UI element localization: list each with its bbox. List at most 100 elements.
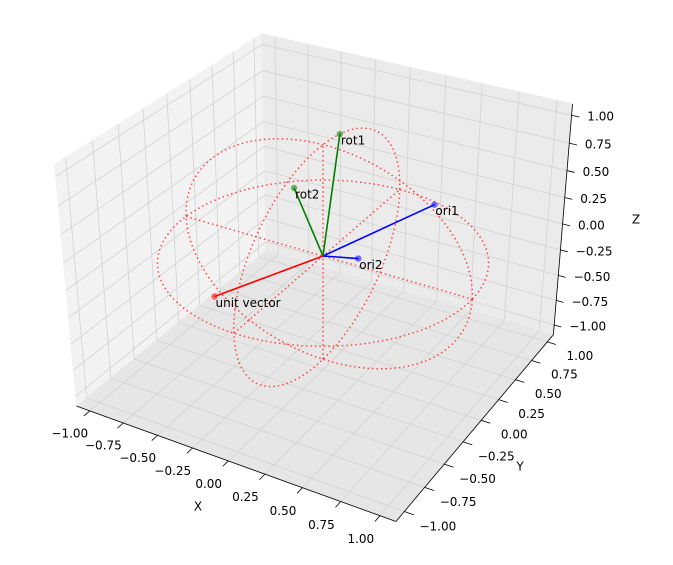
tick-mark	[556, 299, 564, 303]
z-axis-title: Z	[632, 213, 640, 227]
tick-mark	[531, 360, 541, 364]
vector-line	[322, 255, 359, 260]
tick-mark	[562, 223, 571, 227]
grid-line	[264, 75, 447, 475]
grid-line	[58, 70, 570, 207]
tick-label: −0.25	[478, 449, 515, 463]
grid-line	[63, 121, 565, 264]
tick-label: −1.00	[419, 519, 456, 533]
tick-label: −0.50	[119, 451, 156, 465]
grid-line	[232, 51, 532, 361]
grid-line	[189, 79, 499, 401]
vector-tip	[336, 130, 344, 138]
tick-mark	[566, 170, 575, 173]
grid-line	[302, 83, 483, 488]
grid-line	[123, 44, 310, 424]
tick-mark	[404, 511, 415, 516]
vector-line	[322, 203, 435, 257]
y-axis	[395, 334, 554, 522]
grid-line	[55, 44, 572, 177]
grid-line	[73, 217, 557, 371]
grid-line	[142, 108, 464, 443]
vector-label: ori1	[435, 204, 458, 218]
tick-label: 1.00	[347, 532, 374, 546]
x-axis-title: X	[194, 500, 202, 514]
tick-label: −0.25	[576, 244, 613, 258]
tick-mark	[151, 435, 158, 441]
tick-label: 0.75	[551, 368, 578, 382]
grid-line	[228, 67, 411, 462]
grid-line	[65, 145, 563, 291]
tick-label: 0.75	[308, 518, 335, 532]
grid-line	[117, 124, 445, 465]
tick-label: 0.25	[232, 490, 259, 504]
tick-mark	[296, 487, 303, 494]
grid-line	[75, 241, 555, 397]
tick-label: −1.00	[569, 320, 606, 334]
tick-mark	[554, 324, 562, 328]
tick-mark	[374, 515, 381, 522]
sphere-axis	[233, 188, 401, 334]
grid-line	[253, 38, 548, 343]
tick-mark	[83, 410, 91, 417]
tick-label: 0.00	[578, 218, 605, 232]
grid-line	[157, 51, 342, 436]
grid-line	[60, 95, 568, 235]
y-axis-title: Y	[515, 460, 524, 474]
vector-line	[322, 133, 341, 257]
tick-mark	[564, 197, 573, 200]
tick-label: −0.50	[574, 270, 611, 284]
tick-mark	[117, 422, 124, 429]
tick-label: −1.00	[51, 426, 88, 440]
vector-tip	[211, 293, 218, 300]
tick-mark	[515, 379, 525, 383]
tick-label: −0.75	[85, 439, 122, 453]
tick-label: 0.25	[580, 192, 607, 206]
tick-mark	[259, 473, 266, 481]
vector-tip	[431, 201, 438, 208]
tick-label: 0.50	[270, 504, 297, 518]
tick-mark	[571, 114, 580, 118]
tick-label: 1.00	[587, 110, 614, 124]
grid-line	[92, 140, 425, 488]
vector-label: rot2	[295, 187, 319, 201]
vector-tip	[355, 255, 362, 262]
tick-label: −0.50	[459, 472, 496, 486]
z-axis	[552, 103, 573, 335]
tick-label: −0.75	[571, 295, 608, 309]
grid-line	[89, 36, 279, 412]
grid-line	[65, 157, 405, 512]
tick-mark	[498, 399, 508, 403]
tick-label: −0.75	[440, 495, 477, 509]
tick-label: 0.50	[535, 387, 562, 401]
tick-label: 0.25	[518, 407, 545, 421]
grid-line	[166, 93, 482, 421]
grid-line	[379, 100, 558, 516]
tick-mark	[424, 486, 435, 492]
vector-tip	[290, 184, 298, 192]
tick-label: 0.00	[195, 477, 222, 491]
tick-mark	[444, 463, 454, 468]
tick-label: 0.50	[583, 165, 610, 179]
grid-line	[192, 59, 376, 449]
tick-mark	[558, 274, 566, 278]
tick-mark	[462, 441, 473, 446]
tick-mark	[186, 447, 193, 454]
sphere-axis	[185, 215, 473, 300]
vector-line	[293, 187, 324, 257]
vector-label: ori2	[359, 258, 382, 272]
tick-mark	[481, 419, 491, 424]
vector-label: unit vector	[215, 296, 280, 310]
tick-label: 0.00	[501, 428, 528, 442]
tick-mark	[560, 249, 568, 253]
tick-mark	[335, 501, 342, 508]
tick-label: 1.00	[567, 349, 594, 363]
tick-mark	[222, 460, 229, 467]
tick-label: 0.75	[585, 137, 612, 151]
vector-line	[214, 255, 324, 298]
grid-line	[70, 194, 559, 345]
tick-mark	[569, 142, 578, 146]
grid-line	[68, 170, 561, 318]
x-axis	[76, 405, 397, 522]
